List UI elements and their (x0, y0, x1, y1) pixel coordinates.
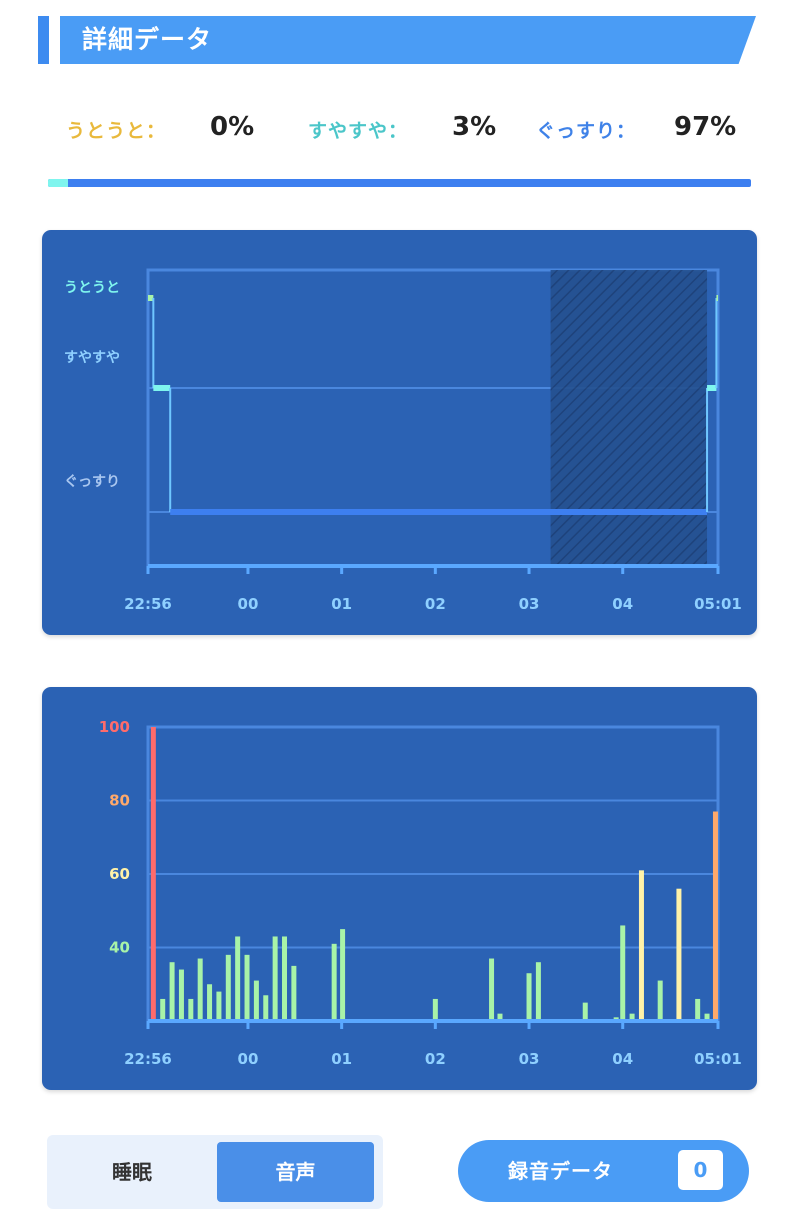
sound-bar (676, 888, 682, 1021)
sound-bar (629, 1013, 635, 1021)
sound-x-tick-label: 01 (331, 1050, 352, 1068)
sound-bar (272, 936, 278, 1021)
sound-bar (216, 991, 222, 1021)
sound-bar (169, 962, 175, 1021)
header-banner (60, 16, 756, 64)
sound-bar (432, 998, 438, 1021)
sound-bar (178, 969, 184, 1021)
sound-level-chart: 100 80 60 40 22:56 00 01 02 03 04 05:01 (42, 687, 757, 1090)
sound-bar (620, 925, 626, 1021)
light-sleep-label: うとうと： (66, 120, 167, 142)
deep-sleep-value: 97% (674, 112, 737, 142)
light-sleep-value: 0% (210, 112, 255, 142)
sound-x-tick-label: 02 (425, 1050, 446, 1068)
stage-x-tick-label: 01 (331, 595, 352, 613)
sound-y-tick-label: 100 (99, 718, 130, 736)
distribution-bar-medium (48, 179, 68, 187)
header-accent (38, 16, 49, 64)
sound-x-tick-label: 00 (238, 1050, 259, 1068)
medium-sleep-label: すやすや： (308, 120, 409, 142)
toggle-voice-button[interactable]: 音声 (217, 1142, 374, 1202)
sound-bar (497, 1013, 503, 1021)
sound-bar (489, 958, 495, 1021)
stage-y-label: すやすや (64, 350, 120, 366)
sound-bar (150, 727, 156, 1021)
sound-bar (225, 954, 231, 1021)
sound-bar (188, 998, 194, 1021)
sound-bar (263, 995, 269, 1021)
sound-x-tick-label: 04 (612, 1050, 633, 1068)
stage-x-tick-label: 00 (238, 595, 259, 613)
recording-count-badge: 0 (678, 1150, 723, 1190)
mode-toggle: 睡眠 音声 (47, 1135, 383, 1209)
recording-data-button[interactable]: 録音データ 0 (458, 1140, 749, 1202)
sound-x-tick-label: 22:56 (124, 1050, 172, 1068)
stage-x-tick-label: 04 (612, 595, 633, 613)
sound-bar (638, 870, 644, 1021)
sound-bar (331, 943, 337, 1021)
sleep-stage-chart: うとうとすやすやぐっすり 22:56 00 01 02 03 04 05:01 (42, 230, 757, 635)
sound-bar (253, 980, 259, 1021)
sound-y-tick-label: 60 (109, 865, 130, 883)
recording-data-label: 録音データ (508, 1159, 613, 1183)
sound-bar (291, 965, 297, 1021)
sound-bar (207, 984, 213, 1021)
sound-bar (535, 962, 541, 1021)
sound-bar (235, 936, 241, 1021)
distribution-bar (48, 179, 751, 187)
sound-bar (712, 811, 718, 1021)
sound-y-tick-label: 40 (109, 939, 130, 957)
deep-sleep-label: ぐっすり： (536, 120, 637, 142)
sound-bar (244, 954, 250, 1021)
toggle-sleep-button[interactable]: 睡眠 (112, 1160, 152, 1184)
sound-bar (340, 929, 346, 1021)
stage-x-tick-label: 03 (519, 595, 540, 613)
sound-bar (160, 998, 166, 1021)
sound-y-tick-label: 80 (109, 792, 130, 810)
sound-bar (657, 980, 663, 1021)
sound-level-svg: 100 80 60 40 22:56 00 01 02 03 04 05:01 (99, 718, 742, 1068)
stage-x-tick-label: 22:56 (124, 595, 172, 613)
sound-bar (695, 998, 701, 1021)
sound-bar (526, 973, 532, 1021)
stage-x-tick-label: 05:01 (694, 595, 742, 613)
stage-y-label: うとうと (64, 280, 120, 296)
medium-sleep-value: 3% (452, 112, 497, 142)
stage-x-tick-label: 02 (425, 595, 446, 613)
sound-x-tick-label: 03 (519, 1050, 540, 1068)
sound-bar (704, 1013, 710, 1021)
sound-x-tick-label: 05:01 (694, 1050, 742, 1068)
stage-y-label: ぐっすり (64, 474, 120, 490)
sound-bar (282, 936, 288, 1021)
sound-bar (197, 958, 203, 1021)
sound-bar (582, 1002, 588, 1021)
page-title: 詳細データ (82, 25, 213, 54)
stage-shaded-region (550, 270, 708, 566)
